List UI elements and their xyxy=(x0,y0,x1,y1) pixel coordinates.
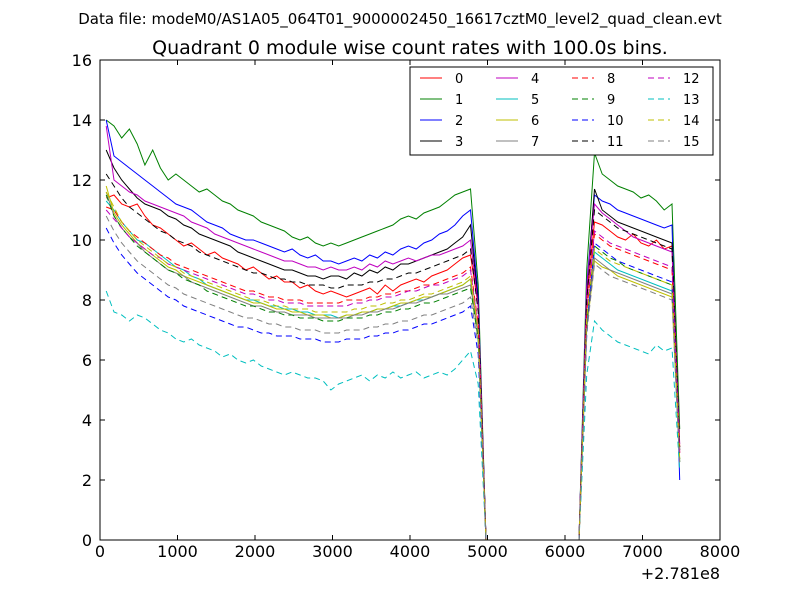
y-tick-label: 4 xyxy=(82,411,92,430)
legend-label-11: 11 xyxy=(607,135,624,150)
y-tick-label: 14 xyxy=(72,111,92,130)
y-tick-label: 12 xyxy=(72,171,92,190)
y-tick-label: 8 xyxy=(82,291,92,310)
x-tick-label: 8000 xyxy=(700,542,741,561)
legend-label-6: 6 xyxy=(531,114,539,129)
legend-label-8: 8 xyxy=(607,72,615,87)
x-tick-label: 0 xyxy=(95,542,105,561)
series-line-8 xyxy=(106,206,681,541)
legend-label-10: 10 xyxy=(607,114,624,129)
legend-label-1: 1 xyxy=(455,93,463,108)
x-tick-label: 6000 xyxy=(545,542,586,561)
y-tick-label: 2 xyxy=(82,471,92,490)
chart-title: Quadrant 0 module wise count rates with … xyxy=(152,37,668,59)
data-file-header: Data file: modeM0/AS1A05_064T01_90000024… xyxy=(78,10,722,29)
series-line-10 xyxy=(105,227,681,541)
x-tick-label: 4000 xyxy=(390,542,431,561)
legend-label-9: 9 xyxy=(607,93,615,108)
legend-label-4: 4 xyxy=(531,72,539,87)
series-line-15 xyxy=(105,215,681,541)
legend-label-5: 5 xyxy=(531,93,539,108)
x-tick-label: 7000 xyxy=(622,542,663,561)
legend-label-13: 13 xyxy=(683,93,700,108)
x-tick-label: 1000 xyxy=(157,542,198,561)
x-tick-label: 3000 xyxy=(312,542,353,561)
legend-label-15: 15 xyxy=(683,135,700,150)
series-line-13 xyxy=(105,290,681,541)
x-tick-label: 5000 xyxy=(467,542,508,561)
y-tick-label: 10 xyxy=(72,231,92,250)
legend-label-3: 3 xyxy=(455,135,463,150)
y-tick-label: 16 xyxy=(72,51,92,70)
x-tick-label: 2000 xyxy=(235,542,276,561)
legend-box xyxy=(409,66,714,156)
axis-ticks: 0 1000 2000 3000 4000 5000 6000 7000 80000246810… xyxy=(72,51,741,561)
legend-label-12: 12 xyxy=(683,72,700,87)
series-line-4 xyxy=(105,125,681,541)
legend-label-0: 0 xyxy=(455,72,463,87)
y-tick-label: 6 xyxy=(82,351,92,370)
series-line-14 xyxy=(105,191,681,541)
legend-label-14: 14 xyxy=(683,114,700,129)
y-tick-label: 0 xyxy=(82,531,92,550)
x-offset-label: +2.781e8 xyxy=(641,564,720,583)
legend-label-2: 2 xyxy=(455,114,463,129)
legend-label-7: 7 xyxy=(531,135,539,150)
series-layer xyxy=(105,119,681,541)
